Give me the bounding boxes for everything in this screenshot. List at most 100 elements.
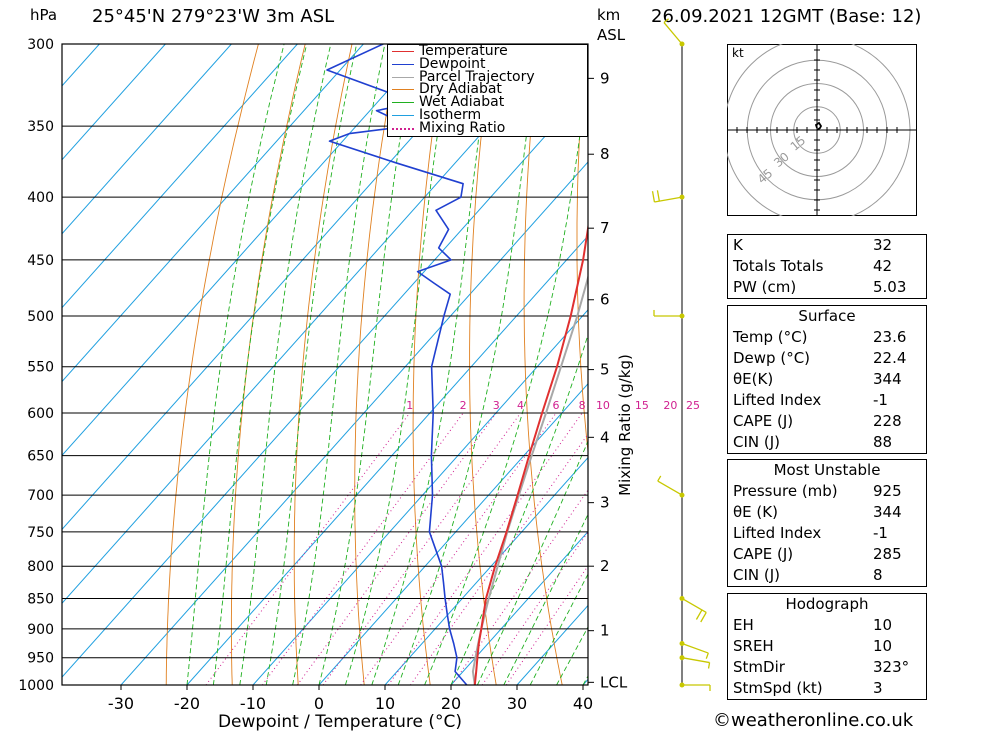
index-value: 925 bbox=[873, 482, 902, 500]
wind-barb-dot bbox=[679, 194, 685, 200]
isotherm-line bbox=[62, 44, 430, 457]
hodograph-unit-label: kt bbox=[732, 46, 744, 60]
pressure-tick-label: 800 bbox=[27, 559, 54, 575]
index-value: -1 bbox=[873, 391, 888, 409]
most-unstable-title: Most Unstable bbox=[773, 461, 881, 479]
wet-adiabat-line bbox=[239, 44, 332, 685]
wet-adiabat-line bbox=[265, 44, 358, 685]
isotherm-line bbox=[450, 530, 588, 685]
legend-entry: Wet Adiabat bbox=[388, 94, 587, 111]
wet-adiabat-line bbox=[529, 573, 588, 685]
height-unit-sub-label: ASL bbox=[597, 26, 626, 44]
hodograph-trace bbox=[814, 121, 823, 131]
dry-adiabat-line bbox=[354, 44, 400, 685]
isotherm-line bbox=[318, 383, 588, 685]
height-unit-label: km bbox=[597, 6, 621, 24]
mixing-ratio-label: 25 bbox=[686, 399, 700, 412]
legend-entry: Isotherm bbox=[388, 106, 587, 123]
wet-adiabat-line bbox=[503, 513, 588, 685]
height-tick-label: 4 bbox=[600, 428, 610, 446]
mixing-ratio-line bbox=[481, 531, 588, 685]
index-label: PW (cm) bbox=[733, 278, 797, 296]
wind-barb-dot bbox=[679, 655, 685, 661]
wind-barb-dot bbox=[679, 492, 685, 498]
legend-label: Mixing Ratio bbox=[419, 119, 506, 136]
pressure-tick-label: 750 bbox=[27, 525, 54, 541]
index-row: Pressure (mb) 925 bbox=[728, 481, 926, 502]
mixing-ratio-label: 1 bbox=[406, 399, 413, 412]
legend-label: Isotherm bbox=[419, 106, 482, 123]
legend-label: Wet Adiabat bbox=[419, 94, 505, 111]
dry-adiabat-line bbox=[412, 44, 446, 685]
index-row: CAPE (J) 228 bbox=[728, 411, 926, 432]
index-value: 8 bbox=[873, 566, 883, 584]
mixing-ratio-line bbox=[360, 412, 557, 685]
index-value: 10 bbox=[873, 616, 893, 634]
index-value: 32 bbox=[873, 236, 893, 254]
hodograph-stats-title: Hodograph bbox=[785, 595, 869, 613]
wind-barb-flag bbox=[656, 190, 660, 202]
mixing-ratio-axis-label: Mixing Ratio (g/kg) bbox=[616, 354, 634, 496]
index-label: EH bbox=[733, 616, 754, 634]
mixing-ratio-line bbox=[505, 565, 588, 685]
index-label: θE (K) bbox=[733, 503, 778, 521]
mixing-ratio-label: 3 bbox=[493, 399, 500, 412]
index-row: θE(K) 344 bbox=[728, 369, 926, 390]
legend-label: Dry Adiabat bbox=[419, 81, 502, 98]
wet-adiabat-line bbox=[186, 44, 285, 685]
index-row: StmSpd (kt) 3 bbox=[728, 678, 926, 699]
wind-barb-flag bbox=[657, 475, 662, 482]
isotherm-line bbox=[62, 44, 364, 383]
dewpoint-profile-line bbox=[326, 44, 468, 685]
index-label: StmDir bbox=[733, 658, 785, 676]
wind-barb-dot bbox=[679, 682, 685, 688]
wet-adiabat-line bbox=[397, 44, 539, 685]
location-title: 25°45'N 279°23'W 3m ASL bbox=[92, 6, 335, 27]
index-value: 22.4 bbox=[873, 349, 907, 367]
surface-table: Surface Temp (°C) 23.6 Dewp (°C) 22.4 θE(K) 3… bbox=[727, 305, 927, 454]
index-row: SREH 10 bbox=[728, 636, 926, 657]
wind-barb-flag bbox=[663, 18, 670, 24]
index-row: K 32 bbox=[728, 235, 926, 256]
legend-entry: Mixing Ratio bbox=[388, 119, 587, 136]
isotherm-line bbox=[384, 456, 588, 685]
wind-barb-dot bbox=[679, 595, 685, 601]
height-tick-label: 3 bbox=[600, 494, 610, 512]
wind-barb-flag bbox=[695, 609, 703, 620]
pressure-tick-label: 400 bbox=[27, 190, 54, 206]
index-value: 88 bbox=[873, 433, 893, 451]
pressure-tick-label: 550 bbox=[27, 360, 54, 376]
wet-adiabat-line bbox=[476, 439, 588, 685]
pressure-tick-label: 450 bbox=[27, 253, 54, 269]
index-value: 42 bbox=[873, 257, 893, 275]
wet-adiabat-line bbox=[344, 44, 452, 685]
index-label: K bbox=[733, 236, 743, 254]
index-label: SREH bbox=[733, 637, 774, 655]
wind-barb-flag bbox=[707, 662, 711, 669]
x-tick-label: 10 bbox=[375, 694, 395, 713]
mixing-ratio-line bbox=[261, 412, 464, 685]
pressure-tick-label: 1000 bbox=[18, 678, 54, 694]
index-value: 23.6 bbox=[873, 328, 907, 346]
height-tick-label: 5 bbox=[600, 361, 610, 379]
index-label: Lifted Index bbox=[733, 524, 822, 542]
height-tick-label: 7 bbox=[600, 219, 610, 237]
legend-label: Parcel Trajectory bbox=[419, 68, 535, 85]
mixing-ratio-label: 4 bbox=[517, 399, 524, 412]
height-tick-label: 8 bbox=[600, 145, 610, 163]
datetime-title: 26.09.2021 12GMT (Base: 12) bbox=[651, 6, 922, 27]
index-label: CIN (J) bbox=[733, 433, 781, 451]
legend-label: Temperature bbox=[419, 43, 508, 59]
index-row: PW (cm) 5.03 bbox=[728, 277, 926, 298]
x-tick-label: 0 bbox=[314, 694, 324, 713]
index-label: StmSpd (kt) bbox=[733, 679, 823, 697]
wind-barb-flag bbox=[705, 652, 709, 659]
dry-adiabat-line bbox=[628, 44, 694, 685]
legend-entry: Temperature bbox=[388, 43, 587, 59]
legend-swatch bbox=[392, 102, 414, 104]
dry-adiabat-line bbox=[523, 44, 563, 685]
most-unstable-table: Most Unstable Pressure (mb) 925 θE (K) 344 L… bbox=[727, 459, 927, 587]
pressure-tick-label: 600 bbox=[27, 406, 54, 422]
index-label: θE(K) bbox=[733, 370, 774, 388]
indices-general-table: K 32 Totals Totals 42 PW (cm) 5.03 bbox=[727, 234, 927, 299]
